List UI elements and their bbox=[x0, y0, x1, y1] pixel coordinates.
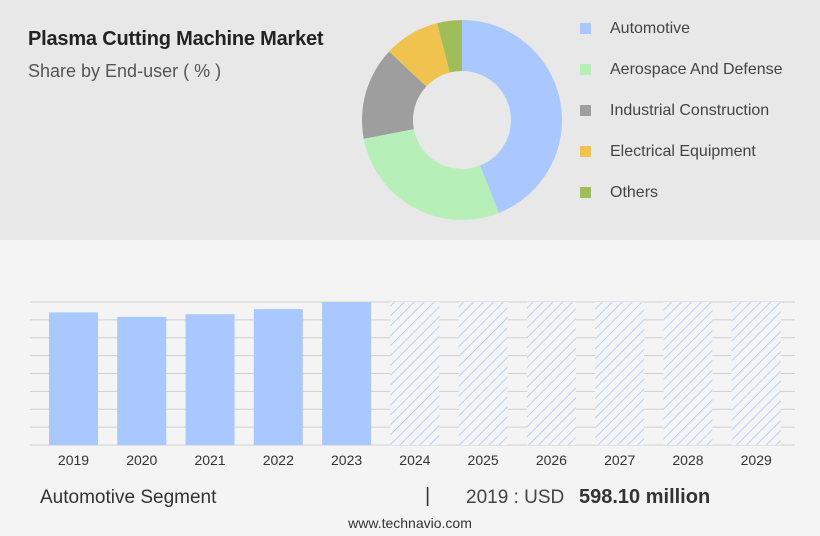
forecast-bar-2026 bbox=[526, 302, 576, 445]
x-tick-label: 2027 bbox=[604, 452, 635, 468]
bar-2022 bbox=[253, 309, 303, 445]
x-tick-label: 2019 bbox=[58, 452, 89, 468]
forecast-bar-2024 bbox=[390, 302, 440, 445]
legend-swatch bbox=[580, 187, 591, 198]
legend-item: Industrial Construction bbox=[580, 90, 783, 131]
donut-slice-aerospace-and-defense bbox=[363, 129, 499, 220]
legend-swatch bbox=[580, 105, 591, 116]
value-amount: 598.10 million bbox=[579, 486, 711, 508]
legend-label: Electrical Equipment bbox=[610, 142, 756, 160]
x-tick-label: 2023 bbox=[331, 452, 362, 468]
legend-swatch bbox=[580, 146, 591, 157]
legend-swatch bbox=[580, 23, 591, 34]
footer-separator: | bbox=[425, 485, 431, 507]
bar-2019 bbox=[49, 312, 98, 445]
donut-slice-industrial-construction bbox=[362, 51, 427, 139]
donut-slice-automotive bbox=[462, 20, 562, 213]
chart-subtitle: Share by End-user ( % ) bbox=[28, 61, 222, 81]
bar-2020 bbox=[117, 316, 167, 445]
bar-2023 bbox=[322, 302, 372, 445]
x-tick-label: 2028 bbox=[672, 452, 703, 468]
legend-item: Electrical Equipment bbox=[580, 131, 783, 172]
legend-label: Aerospace And Defense bbox=[610, 60, 783, 78]
bar-2021 bbox=[185, 314, 235, 445]
forecast-bar-2027 bbox=[595, 302, 645, 445]
legend-label: Automotive bbox=[610, 19, 691, 37]
x-tick-label: 2020 bbox=[126, 452, 157, 468]
forecast-bar-2025 bbox=[458, 302, 508, 445]
legend-label: Others bbox=[610, 183, 659, 201]
bar-chart: 2019 2020 2021 2022 2023 2024 2025 2026 2027 2028… bbox=[30, 301, 795, 468]
legend-item: Others bbox=[580, 172, 783, 213]
x-tick-label: 2024 bbox=[399, 452, 430, 468]
legend: Automotive Aerospace And Defense Industria… bbox=[580, 8, 783, 213]
donut-chart bbox=[362, 20, 562, 220]
source-url[interactable]: www.technavio.com bbox=[348, 515, 472, 531]
chart-title: Plasma Cutting Machine Market bbox=[28, 28, 324, 50]
legend-item: Automotive bbox=[580, 8, 783, 49]
donut-slice-electrical-equipment bbox=[389, 23, 450, 87]
forecast-bar-2029 bbox=[731, 302, 781, 445]
legend-label: Industrial Construction bbox=[610, 101, 770, 119]
legend-item: Aerospace And Defense bbox=[580, 49, 783, 90]
x-tick-label: 2022 bbox=[263, 452, 294, 468]
x-tick-label: 2025 bbox=[468, 452, 499, 468]
donut-slice-others bbox=[437, 20, 462, 73]
value-label: 2019 : USD bbox=[466, 487, 565, 508]
x-tick-label: 2021 bbox=[194, 452, 225, 468]
x-tick-label: 2026 bbox=[536, 452, 567, 468]
x-tick-label: 2029 bbox=[741, 452, 772, 468]
segment-label: Automotive Segment bbox=[40, 487, 217, 508]
legend-swatch bbox=[580, 64, 591, 75]
forecast-bar-2028 bbox=[663, 302, 713, 445]
